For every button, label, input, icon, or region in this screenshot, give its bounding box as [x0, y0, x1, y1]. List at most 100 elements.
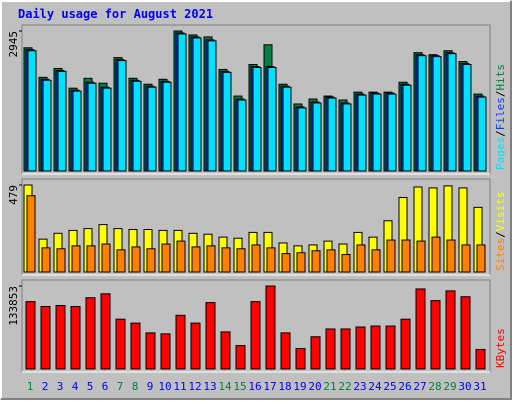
bar — [327, 97, 337, 172]
bar — [447, 53, 457, 172]
x-tick-label: 6 — [102, 380, 109, 393]
bar — [175, 314, 186, 370]
bar — [445, 290, 456, 370]
bar — [130, 322, 141, 370]
x-tick-label: 22 — [338, 380, 351, 393]
bar — [340, 328, 351, 370]
x-tick-label: 14 — [218, 380, 232, 393]
legend: KBytes — [494, 328, 507, 368]
bar — [235, 345, 246, 370]
x-tick-label: 23 — [353, 380, 366, 393]
bar — [147, 86, 157, 172]
bar — [385, 325, 396, 370]
bar — [146, 248, 156, 273]
bar — [191, 246, 201, 273]
bar — [100, 293, 111, 370]
x-tick-label: 21 — [323, 380, 336, 393]
x-tick-label: 3 — [57, 380, 64, 393]
bar — [222, 71, 232, 172]
legend-separator: / — [494, 130, 507, 137]
x-tick-label: 31 — [473, 380, 486, 393]
bar — [400, 318, 411, 370]
bar — [387, 93, 397, 172]
legend: Sites/Visits — [494, 192, 507, 272]
bar — [236, 248, 246, 273]
bar — [102, 87, 112, 172]
bar — [475, 348, 486, 370]
bar — [267, 66, 277, 172]
bar — [282, 86, 292, 172]
bar — [265, 285, 276, 370]
bar — [417, 55, 427, 172]
bar — [461, 244, 471, 273]
bar — [190, 322, 201, 370]
bar — [27, 50, 37, 172]
x-tick-label: 12 — [188, 380, 201, 393]
bar — [341, 254, 351, 273]
bar — [415, 288, 426, 370]
bar — [145, 332, 156, 370]
bar — [237, 99, 247, 172]
bar — [476, 244, 486, 273]
bar — [416, 240, 426, 273]
bar — [266, 247, 276, 273]
legend-entry: Pages — [494, 137, 507, 170]
bar — [176, 240, 186, 273]
bar — [85, 297, 96, 370]
bar — [357, 94, 367, 172]
bar — [402, 84, 412, 172]
bar — [207, 40, 217, 172]
x-tick-label: 15 — [233, 380, 246, 393]
bar — [356, 244, 366, 273]
bar — [370, 325, 381, 370]
bar — [101, 243, 111, 273]
bar — [280, 332, 291, 370]
bar — [477, 96, 487, 172]
y-tick-label: 2945 — [7, 31, 20, 58]
bar — [460, 296, 471, 370]
bar — [40, 306, 51, 370]
x-tick-label: 4 — [72, 380, 79, 393]
x-tick-label: 8 — [132, 380, 139, 393]
bar — [86, 245, 96, 273]
x-tick-label: 13 — [203, 380, 216, 393]
bar — [25, 301, 36, 370]
x-tick-label: 24 — [368, 380, 382, 393]
x-tick-label: 26 — [398, 380, 411, 393]
y-tick-label: 133853 — [7, 286, 20, 326]
bar — [295, 347, 306, 370]
bar — [325, 328, 336, 370]
bar — [220, 331, 231, 370]
bar — [297, 107, 307, 172]
bar — [281, 253, 291, 273]
legend-entry: KBytes — [494, 328, 507, 368]
chart-title: Daily usage for August 2021 — [18, 7, 213, 21]
bar — [372, 93, 382, 172]
bar — [160, 333, 171, 370]
bar — [250, 301, 261, 370]
bar — [462, 64, 472, 172]
bar — [55, 305, 66, 370]
x-tick-label: 20 — [308, 380, 321, 393]
bar — [296, 252, 306, 273]
x-tick-label: 9 — [147, 380, 154, 393]
bar — [251, 244, 261, 273]
bar — [446, 239, 456, 273]
bar — [115, 318, 126, 370]
bar — [205, 302, 216, 370]
x-tick-label: 17 — [263, 380, 276, 393]
bar — [87, 82, 97, 172]
x-tick-label: 5 — [87, 380, 94, 393]
bar — [70, 306, 81, 370]
bar — [312, 102, 322, 172]
x-tick-label: 1 — [27, 380, 34, 393]
x-tick-label: 19 — [293, 380, 306, 393]
bar — [342, 103, 352, 172]
bar — [131, 246, 141, 273]
bar — [401, 239, 411, 273]
bar — [386, 239, 396, 273]
bar — [431, 236, 441, 273]
bar — [326, 249, 336, 273]
x-tick-label: 29 — [443, 380, 456, 393]
